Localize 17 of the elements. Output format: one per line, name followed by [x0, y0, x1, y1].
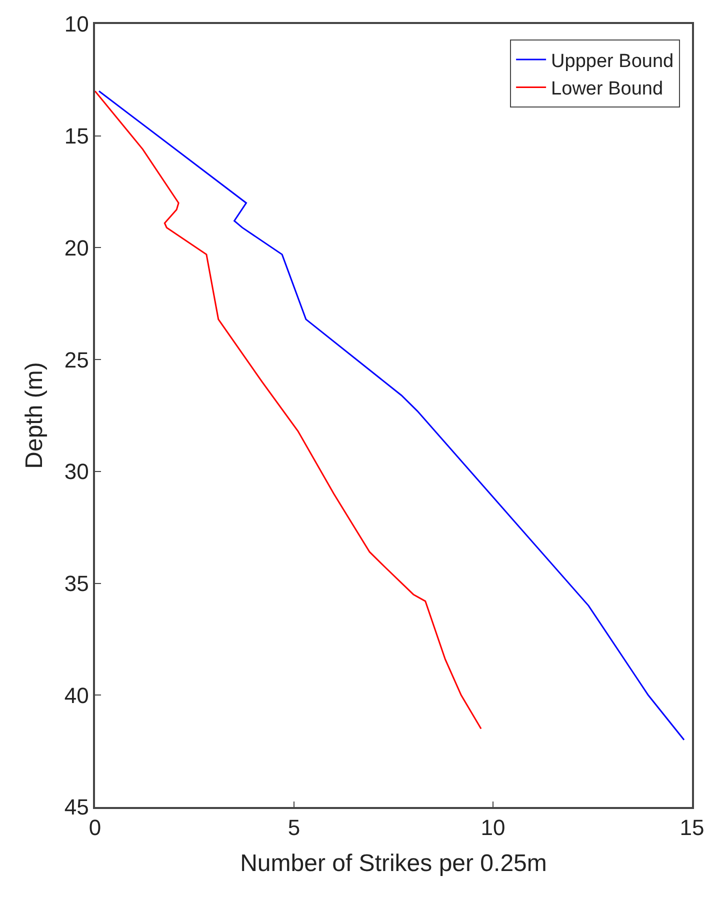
legend-label: Lower Bound: [551, 78, 664, 100]
y-tick-label: 15: [64, 124, 89, 149]
legend-label: Uppper Bound: [551, 50, 674, 72]
x-tick-label: 5: [288, 815, 300, 840]
line-series: [95, 90, 482, 730]
y-axis-title: Depth (m): [20, 362, 48, 469]
x-tick-label: 15: [680, 815, 704, 840]
y-tick-label: 30: [64, 459, 89, 484]
y-tick-label: 45: [64, 794, 89, 820]
y-tick-label: 20: [64, 235, 89, 260]
y-tick-label: 40: [64, 682, 89, 708]
x-tick-label: 10: [480, 815, 506, 840]
x-axis-title: Number of Strikes per 0.25m: [240, 850, 547, 877]
y-tick-label: 35: [64, 570, 89, 596]
y-tick-label: 10: [64, 12, 89, 37]
y-tick-label: 25: [64, 347, 89, 372]
x-tick-label: 0: [88, 815, 102, 840]
